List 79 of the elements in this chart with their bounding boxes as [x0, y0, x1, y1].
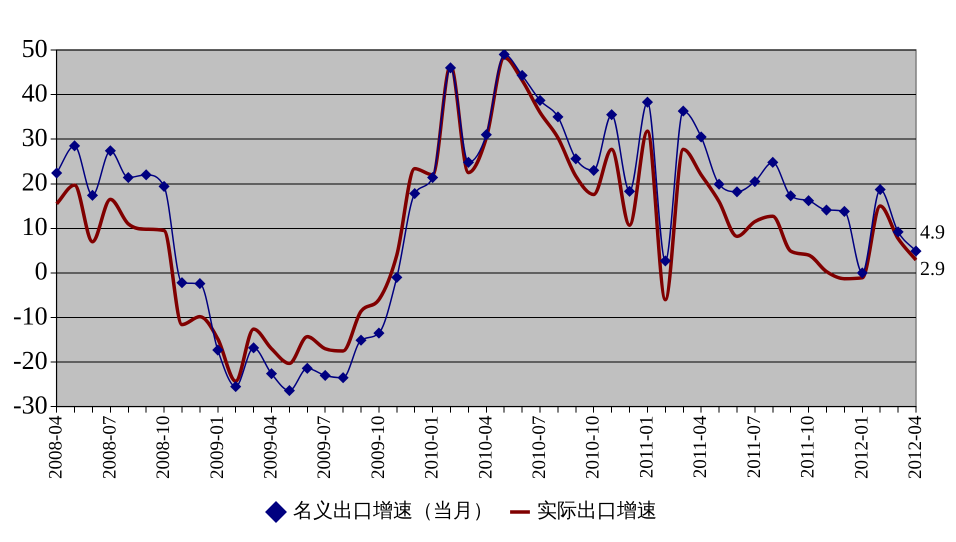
point [516, 70, 528, 81]
y-tick-label: -20 [12, 346, 48, 375]
y-tick-label: 40 [22, 78, 48, 108]
point [51, 168, 62, 178]
x-tick-label: 2009-01 [206, 416, 228, 479]
point [105, 146, 116, 156]
x-tick-label: 2010-10 [582, 416, 604, 479]
y-tick-label: 30 [22, 122, 48, 152]
point [768, 157, 778, 168]
x-tick-label: 2008-10 [153, 416, 174, 479]
y-tick-label: -30 [12, 390, 48, 420]
point [248, 342, 259, 354]
point [481, 129, 492, 140]
point [606, 109, 617, 120]
legend-label: 名义出口增速（当月） [293, 498, 493, 522]
point [427, 172, 438, 183]
x-tick-label: 2012-04 [904, 415, 926, 479]
point [212, 344, 224, 356]
point [821, 204, 832, 216]
point [123, 172, 134, 183]
point [302, 363, 313, 374]
x-tick-label: 2009-07 [314, 416, 336, 479]
y-tick-label: 10 [22, 212, 48, 242]
y-tick-label: -10 [12, 301, 48, 330]
point [570, 154, 582, 164]
data-label: 4.9 [920, 221, 945, 244]
point [552, 112, 564, 122]
point [732, 186, 742, 198]
x-tick-label: 2009-04 [260, 415, 282, 479]
point [714, 178, 724, 190]
data-label: 2.9 [920, 258, 945, 280]
point [374, 328, 384, 338]
point [320, 370, 330, 381]
point [230, 381, 241, 392]
x-tick-label: 2010-01 [422, 416, 443, 479]
point [445, 62, 456, 74]
legend-label: 实际出口增速 [537, 498, 657, 522]
x-tick-label: 2010-07 [529, 416, 550, 479]
x-tick-label: 2008-04 [46, 415, 67, 479]
point [392, 272, 402, 283]
point [194, 278, 206, 289]
point [910, 246, 922, 256]
point [588, 165, 599, 176]
x-tick-label: 2011-07 [744, 416, 765, 478]
point [696, 132, 706, 142]
point [69, 140, 80, 152]
point [857, 268, 868, 278]
point [642, 96, 653, 108]
x-tick-label: 2008-07 [99, 416, 120, 479]
x-tick-label: 2011-10 [798, 416, 819, 478]
point [158, 181, 170, 192]
y-tick-label: 20 [22, 168, 48, 197]
point [463, 157, 474, 168]
x-tick-label: 2009-10 [368, 416, 389, 479]
x-tick-label: 2012-01 [851, 416, 872, 479]
point [750, 176, 760, 187]
y-tick-label: 0 [34, 256, 48, 286]
point [284, 385, 295, 396]
point [839, 206, 850, 217]
point [87, 190, 98, 201]
point [624, 186, 635, 197]
point [874, 184, 886, 195]
point [660, 256, 671, 266]
point [678, 106, 689, 116]
x-tick-label: 2011-01 [636, 416, 658, 478]
point [140, 170, 152, 180]
point [338, 372, 348, 383]
point [266, 368, 277, 379]
point [785, 190, 796, 202]
point [356, 334, 366, 346]
point [803, 195, 814, 206]
point [176, 277, 188, 288]
point [409, 188, 420, 199]
point [498, 50, 510, 60]
x-tick-label: 2010-04 [475, 415, 496, 479]
point [534, 95, 546, 106]
x-tick-label: 2011-04 [690, 415, 712, 478]
point [892, 226, 904, 238]
y-tick-label: 50 [22, 34, 48, 63]
